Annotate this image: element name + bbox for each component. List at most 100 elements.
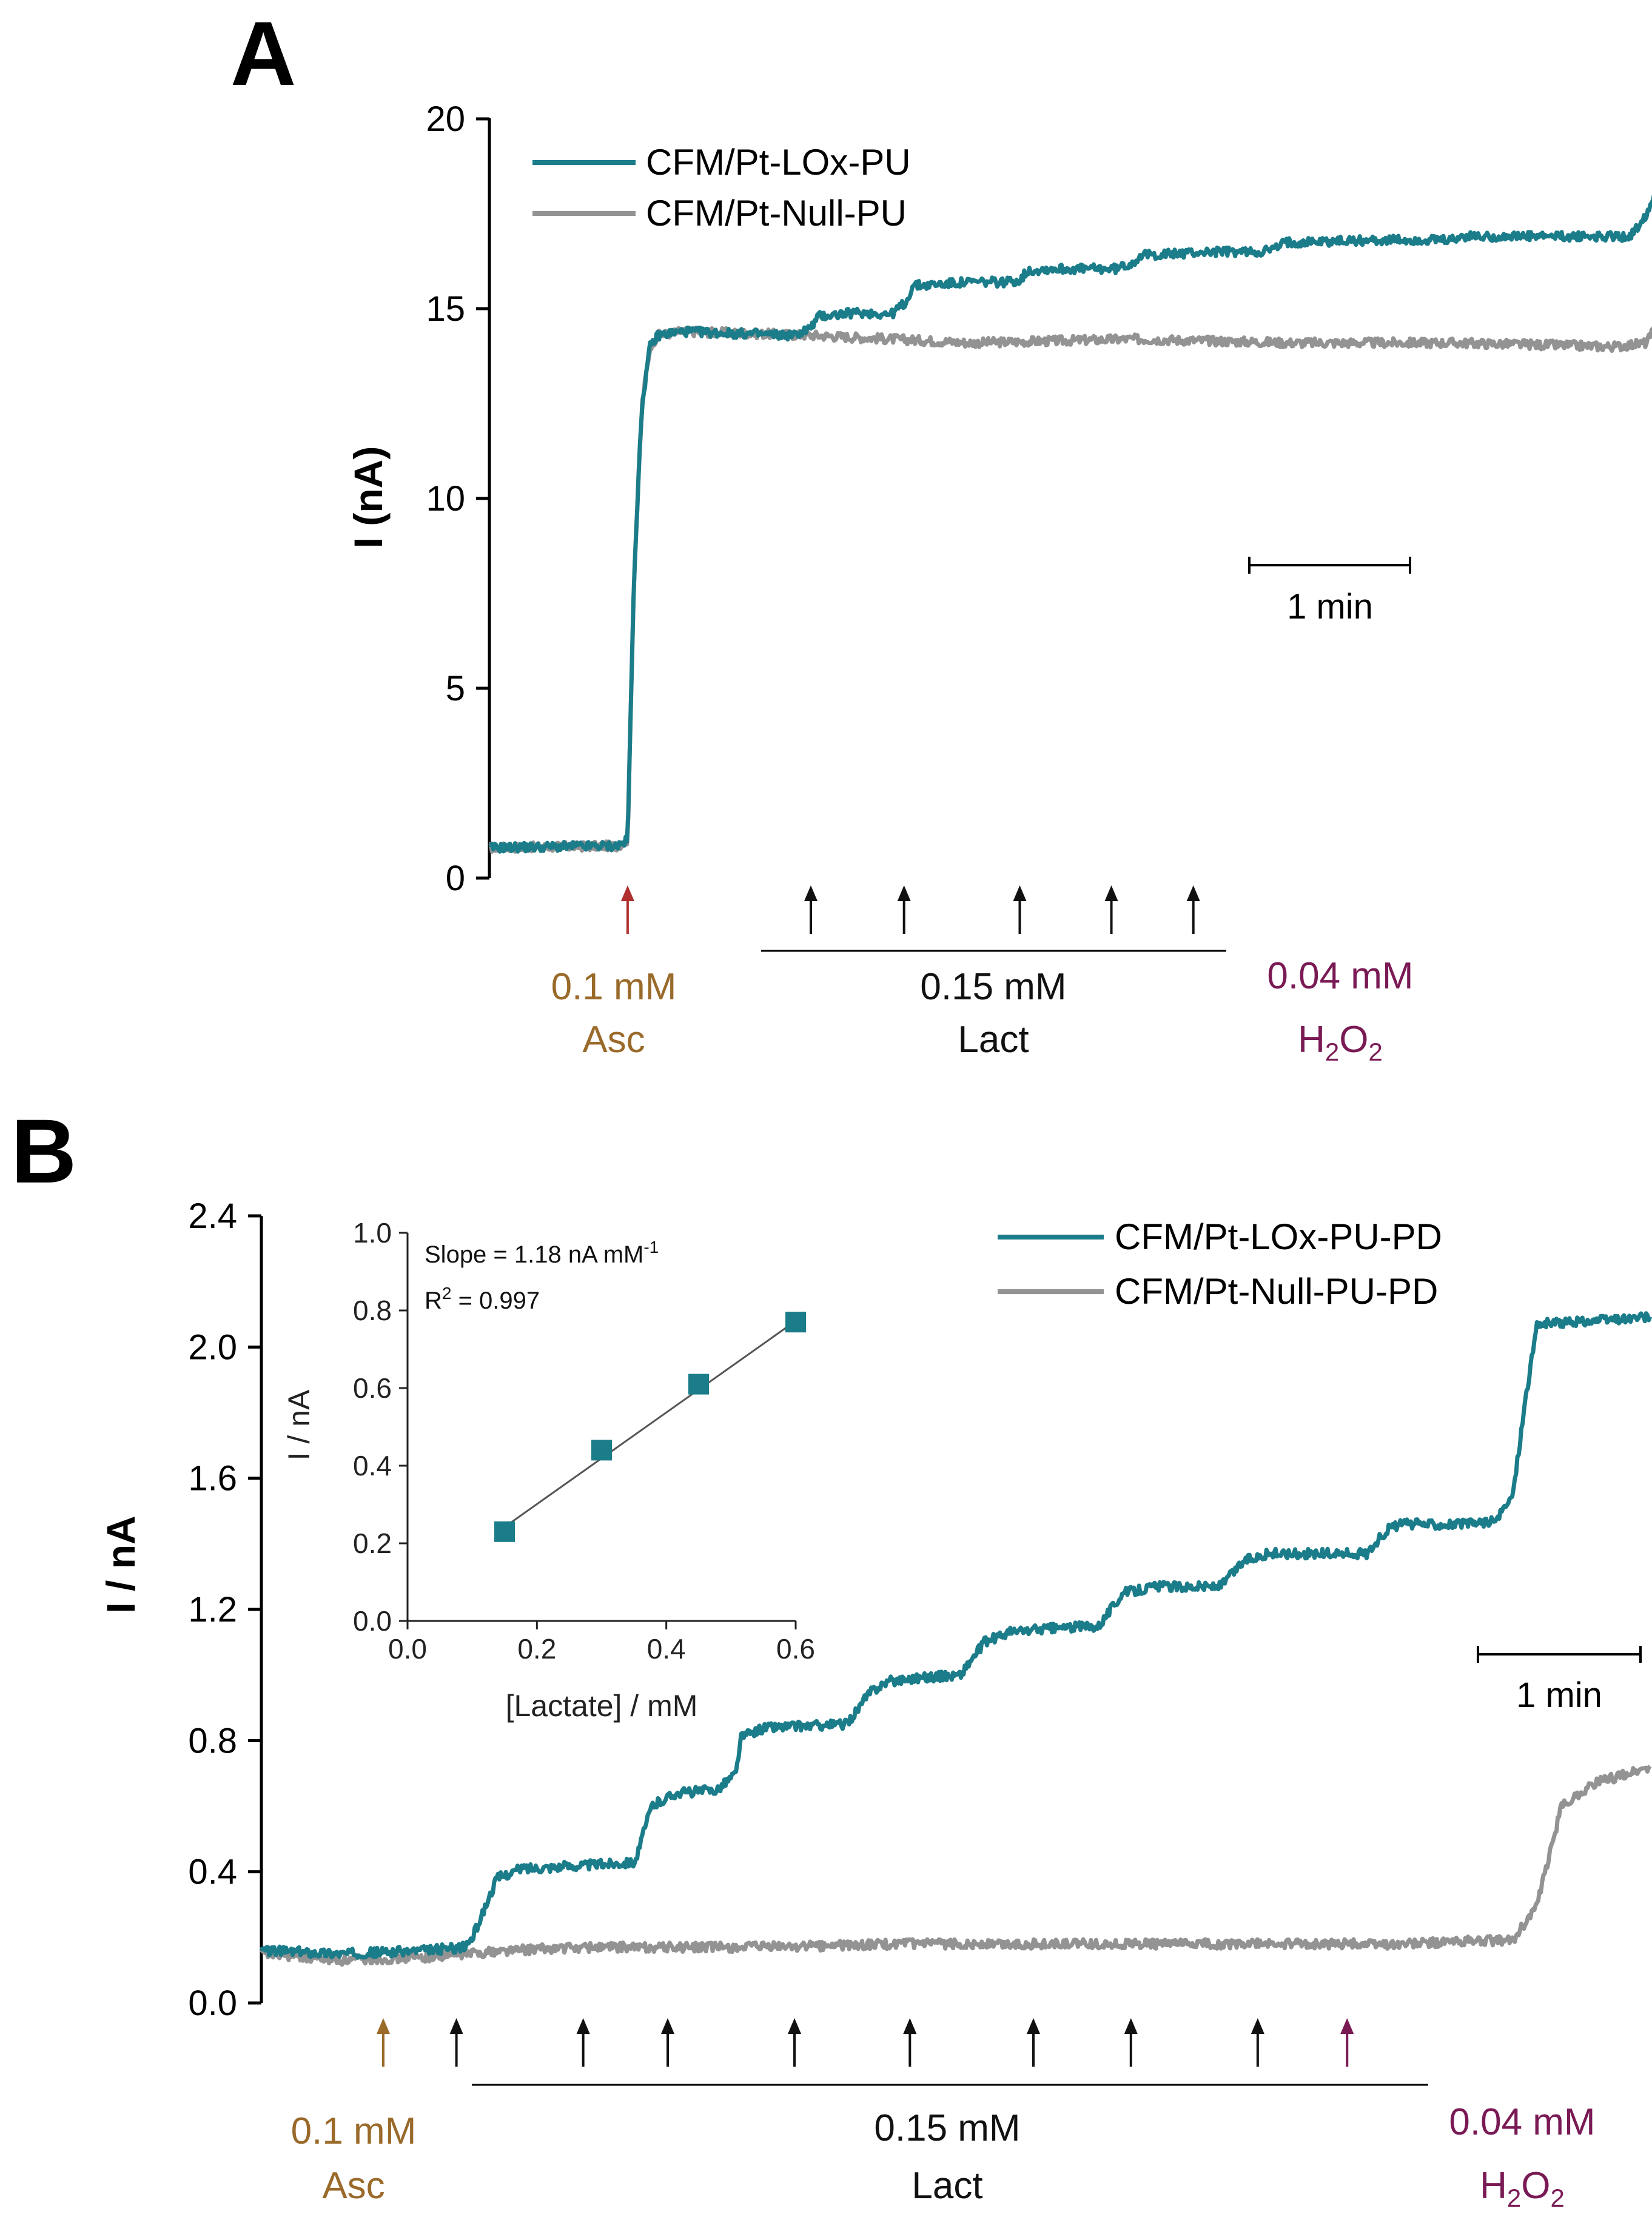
asc-addition-arrow-head bbox=[377, 2018, 390, 2034]
scale-bar-label: 1 min bbox=[1516, 1676, 1602, 1715]
panel-b-letter: B bbox=[11, 1100, 76, 1202]
inset-y-label: I / nA bbox=[282, 1389, 316, 1460]
lact-addition-arrow-head bbox=[804, 885, 818, 901]
lact-addition-arrow bbox=[1027, 2018, 1040, 2067]
panel-b-legend: CFM/Pt-LOx-PU-PD CFM/Pt-Null-PU-PD bbox=[998, 1216, 1442, 1312]
inset-x-tick-label: 0.4 bbox=[647, 1633, 686, 1665]
panel-b-h2o2-label: H2O2 bbox=[1480, 2165, 1565, 2212]
panel-a-lact-conc: 0.15 mM bbox=[920, 966, 1066, 1008]
lact-addition-arrow-head bbox=[449, 2018, 463, 2034]
inset-data-point bbox=[785, 1312, 806, 1333]
inset-y-tick-label: 0.4 bbox=[353, 1450, 392, 1481]
lact-addition-arrow bbox=[449, 2018, 463, 2067]
legend-label-null-pu-pd: CFM/Pt-Null-PU-PD bbox=[1115, 1271, 1438, 1312]
panel-a-legend: CFM/Pt-LOx-PU CFM/Pt-Null-PU bbox=[532, 142, 911, 233]
panel-a-addition-arrows bbox=[620, 885, 1200, 934]
panel-b-lact-label: Lact bbox=[912, 2165, 982, 2207]
y-tick-label: 0.0 bbox=[188, 1984, 237, 2023]
legend-label-lox-pu: CFM/Pt-LOx-PU bbox=[646, 142, 911, 183]
lact-addition-arrow-head bbox=[661, 2018, 674, 2034]
y-tick-label: 2.0 bbox=[188, 1327, 237, 1367]
lact-addition-arrow bbox=[1104, 885, 1118, 934]
inset-y-tick-label: 0.0 bbox=[353, 1605, 392, 1637]
inset-y-tick-label: 0.8 bbox=[353, 1295, 392, 1326]
panel-b-trace-lox-pu-pd bbox=[259, 1311, 1652, 1960]
inset-data-points bbox=[494, 1312, 806, 1542]
panel-b-trace-null-pu-pd bbox=[260, 1765, 1652, 1967]
inset-x-label: [Lactate] / mM bbox=[506, 1689, 698, 1723]
lact-addition-arrow-head bbox=[788, 2018, 802, 2034]
scale-bar-label: 1 min bbox=[1287, 587, 1373, 626]
panel-a-asc-conc: 0.1 mM bbox=[551, 966, 677, 1008]
lact-addition-arrow bbox=[661, 2018, 674, 2067]
inset-x-tick-label: 0.0 bbox=[388, 1633, 427, 1665]
lact-addition-arrow bbox=[897, 885, 911, 934]
panel-a-asc-label: Asc bbox=[582, 1019, 645, 1061]
y-tick-label: 5 bbox=[446, 669, 465, 708]
lact-addition-arrow bbox=[788, 2018, 802, 2067]
panel-a-h2o2-label: H2O2 bbox=[1298, 1019, 1383, 1066]
lact-addition-arrow-head bbox=[1186, 885, 1200, 901]
panel-a: A 0 5 10 15 20 I (nA) CFM/Pt-LOx-PU CFM/Pt-N… bbox=[230, 2, 1652, 1066]
lact-addition-arrow-head bbox=[576, 2018, 590, 2034]
panel-b-h2o2-conc: 0.04 mM bbox=[1449, 2101, 1595, 2143]
inset-fit-line bbox=[504, 1320, 796, 1528]
panel-b: B 0.0 0.4 0.8 1.2 1.6 2.0 2.4 I / nA CFM/Pt-LO… bbox=[11, 1100, 1652, 2212]
lact-addition-arrow-head bbox=[897, 885, 911, 901]
lact-addition-arrow bbox=[1186, 885, 1200, 934]
panel-b-y-ticks: 0.0 0.4 0.8 1.2 1.6 2.0 2.4 bbox=[188, 1196, 261, 2023]
panel-b-y-axis-label: I / nA bbox=[98, 1515, 143, 1613]
inset-data-point bbox=[591, 1440, 612, 1461]
y-tick-label: 2.4 bbox=[188, 1196, 237, 1236]
panel-a-trace-lox-pu bbox=[488, 194, 1652, 854]
inset-data-point bbox=[494, 1521, 515, 1542]
inset-slope-text: Slope = 1.18 nA mM-1 bbox=[425, 1238, 659, 1268]
inset-ticks: 0.0 0.2 0.4 0.6 0.0 0.2 0.4 0.6 0.8 1.0 bbox=[353, 1217, 815, 1665]
lact-addition-arrow-head bbox=[1124, 2018, 1138, 2034]
asc-addition-arrow bbox=[620, 885, 634, 934]
legend-label-lox-pu-pd: CFM/Pt-LOx-PU-PD bbox=[1115, 1216, 1442, 1257]
y-tick-label: 0.8 bbox=[188, 1721, 237, 1760]
lact-addition-arrow-head bbox=[1027, 2018, 1040, 2034]
panel-b-asc-label: Asc bbox=[322, 2165, 384, 2207]
inset-y-tick-label: 0.6 bbox=[353, 1372, 392, 1404]
asc-addition-arrow bbox=[377, 2018, 390, 2067]
lact-addition-arrow bbox=[1124, 2018, 1138, 2067]
inset-y-tick-label: 0.2 bbox=[353, 1528, 392, 1559]
panel-a-trace-null-pu bbox=[488, 325, 1652, 854]
inset-r2-text: R2 = 0.997 bbox=[425, 1284, 540, 1314]
panel-b-asc-conc: 0.1 mM bbox=[291, 2110, 417, 2152]
panel-b-inset: 0.0 0.2 0.4 0.6 0.0 0.2 0.4 0.6 0.8 1.0 I / nA [L… bbox=[282, 1217, 815, 1723]
inset-x-tick-label: 0.6 bbox=[776, 1633, 815, 1665]
panel-b-lact-conc: 0.15 mM bbox=[874, 2107, 1020, 2149]
lact-addition-arrow bbox=[1251, 2018, 1264, 2067]
y-tick-label: 1.6 bbox=[188, 1459, 237, 1498]
inset-y-tick-label: 1.0 bbox=[353, 1217, 392, 1249]
panel-a-y-ticks: 0 5 10 15 20 bbox=[426, 99, 489, 898]
lact-addition-arrow-head bbox=[1104, 885, 1118, 901]
lact-addition-arrow bbox=[1013, 885, 1027, 934]
lact-addition-arrow bbox=[804, 885, 818, 934]
lact-addition-arrow bbox=[903, 2018, 917, 2067]
y-tick-label: 0 bbox=[446, 859, 465, 898]
panel-a-letter: A bbox=[230, 2, 296, 104]
panel-b-scale-bar: 1 min bbox=[1477, 1646, 1642, 1715]
asc-addition-arrow-head bbox=[620, 885, 634, 901]
panel-a-scale-bar: 1 min bbox=[1248, 557, 1411, 626]
panel-a-y-axis-label: I (nA) bbox=[346, 446, 391, 549]
inset-x-tick-label: 0.2 bbox=[517, 1633, 556, 1665]
lact-addition-arrow-head bbox=[1251, 2018, 1264, 2034]
lact-addition-arrow-head bbox=[903, 2018, 917, 2034]
panel-b-addition-arrows bbox=[377, 2018, 1354, 2067]
y-tick-label: 15 bbox=[426, 289, 465, 329]
inset-data-point bbox=[688, 1374, 709, 1395]
panel-a-lact-label: Lact bbox=[958, 1019, 1029, 1061]
y-tick-label: 10 bbox=[426, 479, 465, 518]
panel-a-h2o2-conc: 0.04 mM bbox=[1267, 955, 1413, 997]
lact-addition-arrow bbox=[576, 2018, 590, 2067]
y-tick-label: 1.2 bbox=[188, 1590, 237, 1629]
inset-background bbox=[405, 1228, 798, 1629]
legend-label-null-pu: CFM/Pt-Null-PU bbox=[646, 193, 907, 233]
y-tick-label: 20 bbox=[426, 99, 465, 139]
